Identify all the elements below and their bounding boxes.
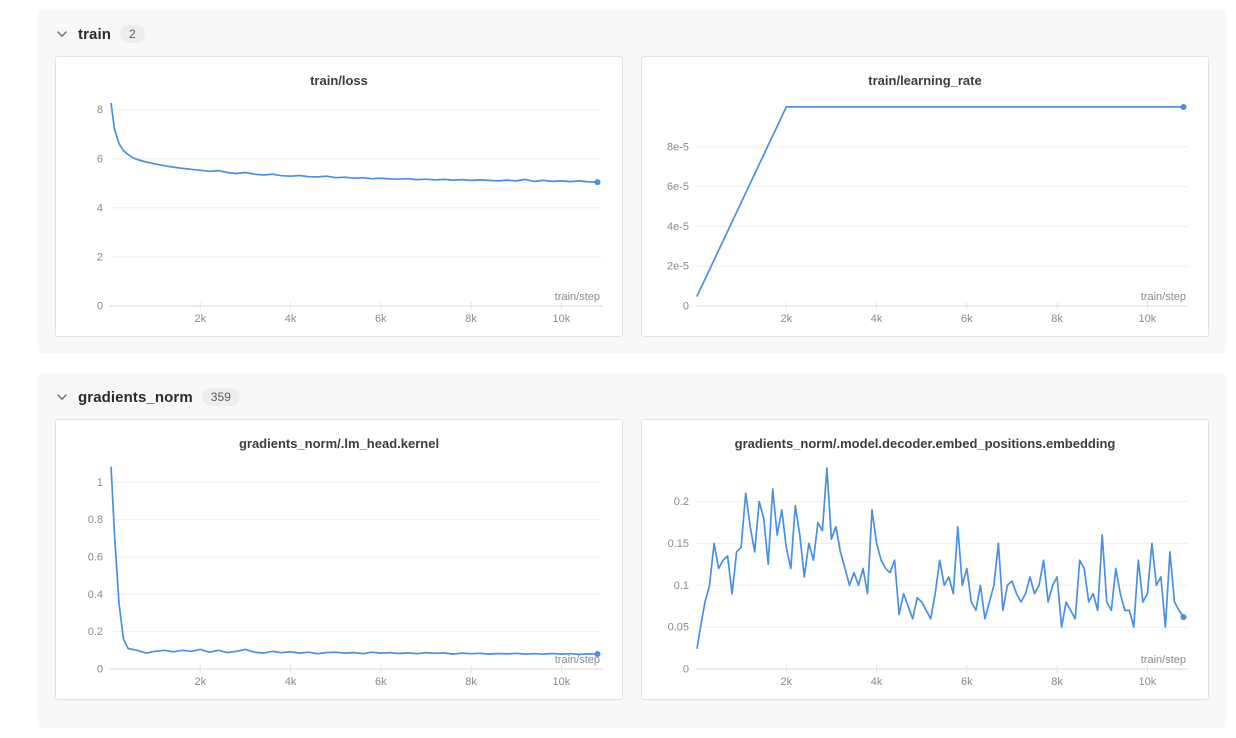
lm-head-kernel-chart[interactable]: 0 0.2 0.4 0.6 0.8 1 2k 4k 6k 8k 10k train/step bbox=[64, 453, 614, 695]
svg-text:2k: 2k bbox=[194, 313, 206, 325]
svg-text:4k: 4k bbox=[285, 313, 297, 325]
svg-text:train/step: train/step bbox=[1141, 291, 1186, 303]
chart-panel-train-loss[interactable]: train/loss 0 2 4 6 8 2k 4k 6k 8k 10k train/step bbox=[55, 56, 623, 337]
svg-text:train/step: train/step bbox=[555, 291, 600, 303]
svg-text:0: 0 bbox=[97, 301, 103, 313]
section-gradients-norm-header[interactable]: gradients_norm 359 bbox=[55, 385, 1209, 409]
chart-title: train/learning_rate bbox=[868, 73, 982, 88]
svg-text:10k: 10k bbox=[553, 313, 571, 325]
svg-text:10k: 10k bbox=[1139, 676, 1157, 688]
svg-text:8k: 8k bbox=[1051, 313, 1063, 325]
panel-row: gradients_norm/.lm_head.kernel 0 0.2 0.4 0.… bbox=[55, 419, 1209, 700]
chart-title: train/loss bbox=[310, 73, 368, 88]
embed-positions-chart[interactable]: 0 0.05 0.1 0.15 0.2 2k 4k 6k 8k 10k train/step bbox=[650, 453, 1200, 695]
svg-text:6: 6 bbox=[97, 153, 103, 165]
svg-text:0.05: 0.05 bbox=[668, 622, 689, 634]
svg-text:0.2: 0.2 bbox=[88, 626, 103, 638]
svg-text:0: 0 bbox=[683, 664, 689, 676]
section-title: train bbox=[78, 25, 112, 43]
section-title: gradients_norm bbox=[78, 388, 193, 406]
chevron-down-icon[interactable] bbox=[55, 390, 69, 404]
svg-text:8e-5: 8e-5 bbox=[667, 141, 689, 153]
svg-text:6k: 6k bbox=[961, 676, 973, 688]
chart-count-badge: 2 bbox=[120, 25, 145, 43]
chart-title: gradients_norm/.model.decoder.embed_posi… bbox=[734, 436, 1116, 451]
svg-text:8k: 8k bbox=[465, 313, 477, 325]
svg-text:0: 0 bbox=[97, 664, 103, 676]
svg-text:6k: 6k bbox=[375, 676, 387, 688]
svg-text:2k: 2k bbox=[780, 313, 792, 325]
section-gradients-norm: gradients_norm 359 gradients_norm/.lm_he… bbox=[38, 373, 1226, 728]
chevron-down-icon[interactable] bbox=[55, 27, 69, 41]
svg-text:0.6: 0.6 bbox=[88, 551, 103, 563]
svg-text:1: 1 bbox=[97, 477, 103, 489]
svg-text:0: 0 bbox=[683, 301, 689, 313]
svg-text:2: 2 bbox=[97, 251, 103, 263]
svg-text:10k: 10k bbox=[1139, 313, 1157, 325]
panel-row: train/loss 0 2 4 6 8 2k 4k 6k 8k 10k train/step tr… bbox=[55, 56, 1209, 337]
svg-text:0.1: 0.1 bbox=[674, 580, 689, 592]
chart-panel-embed-positions[interactable]: gradients_norm/.model.decoder.embed_posi… bbox=[641, 419, 1209, 700]
svg-text:2k: 2k bbox=[780, 676, 792, 688]
train-learning-rate-chart[interactable]: 0 2e-5 4e-5 6e-5 8e-5 2k 4k 6k 8k 10k train/step bbox=[650, 90, 1200, 332]
svg-text:0.2: 0.2 bbox=[674, 496, 689, 508]
svg-text:4k: 4k bbox=[871, 676, 883, 688]
svg-text:6k: 6k bbox=[375, 313, 387, 325]
svg-text:8k: 8k bbox=[1051, 676, 1063, 688]
chart-panel-lm-head-kernel[interactable]: gradients_norm/.lm_head.kernel 0 0.2 0.4 0.… bbox=[55, 419, 623, 700]
svg-text:4e-5: 4e-5 bbox=[667, 221, 689, 233]
svg-text:6e-5: 6e-5 bbox=[667, 181, 689, 193]
train-loss-chart[interactable]: 0 2 4 6 8 2k 4k 6k 8k 10k train/step bbox=[64, 90, 614, 332]
svg-text:8: 8 bbox=[97, 104, 103, 116]
svg-text:8k: 8k bbox=[465, 676, 477, 688]
svg-text:train/step: train/step bbox=[1141, 654, 1186, 666]
chart-panel-train-learning-rate[interactable]: train/learning_rate 0 2e-5 4e-5 6e-5 8e-5 2k 4… bbox=[641, 56, 1209, 337]
svg-text:0.4: 0.4 bbox=[88, 589, 103, 601]
metrics-dashboard: train 2 train/loss 0 2 4 6 8 2k 4k 6k 8k 10k train… bbox=[38, 10, 1226, 728]
chart-title: gradients_norm/.lm_head.kernel bbox=[238, 436, 440, 451]
svg-text:2k: 2k bbox=[194, 676, 206, 688]
chart-count-badge: 359 bbox=[201, 388, 240, 406]
section-train: train 2 train/loss 0 2 4 6 8 2k 4k 6k 8k 10k train… bbox=[38, 10, 1226, 353]
section-train-header[interactable]: train 2 bbox=[55, 22, 1209, 46]
svg-text:0.15: 0.15 bbox=[668, 538, 689, 550]
svg-text:2e-5: 2e-5 bbox=[667, 261, 689, 273]
svg-text:train/step: train/step bbox=[555, 654, 600, 666]
svg-text:10k: 10k bbox=[553, 676, 571, 688]
svg-text:0.8: 0.8 bbox=[88, 514, 103, 526]
svg-text:4k: 4k bbox=[285, 676, 297, 688]
svg-text:4k: 4k bbox=[871, 313, 883, 325]
svg-text:4: 4 bbox=[97, 202, 103, 214]
svg-text:6k: 6k bbox=[961, 313, 973, 325]
